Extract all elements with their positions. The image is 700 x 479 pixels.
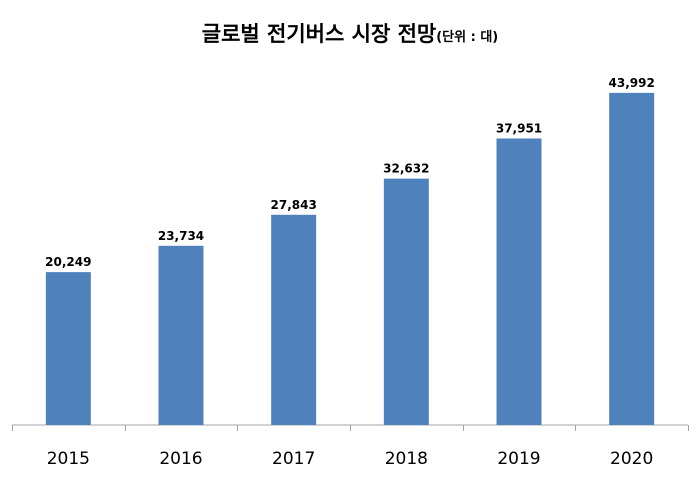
data-label-2019: 37,951 [496, 121, 542, 135]
bar-2017 [271, 214, 317, 425]
chart-title-main: 글로벌 전기버스 시장 전망 [201, 22, 437, 46]
bar-2019 [496, 138, 542, 425]
chart-title: 글로벌 전기버스 시장 전망(단위 : 대) [0, 18, 700, 48]
data-label-2016: 23,734 [158, 229, 204, 243]
x-tick-label-2018: 2018 [385, 449, 428, 469]
x-tick-label-2020: 2020 [610, 449, 653, 469]
data-label-2020: 43,992 [609, 76, 655, 90]
bar-2018 [383, 178, 429, 425]
bar-2016 [158, 245, 204, 425]
chart-unit-label: (단위 : 대) [436, 30, 499, 45]
data-label-2018: 32,632 [383, 162, 429, 176]
x-tick-label-2016: 2016 [159, 449, 202, 469]
x-tick-label-2017: 2017 [272, 449, 315, 469]
data-label-2015: 20,249 [45, 255, 91, 269]
bar-2015 [45, 272, 91, 425]
x-tick-label-2019: 2019 [497, 449, 540, 469]
data-label-2017: 27,843 [271, 198, 317, 212]
x-tick-label-2015: 2015 [47, 449, 90, 469]
bar-2020 [609, 92, 655, 425]
